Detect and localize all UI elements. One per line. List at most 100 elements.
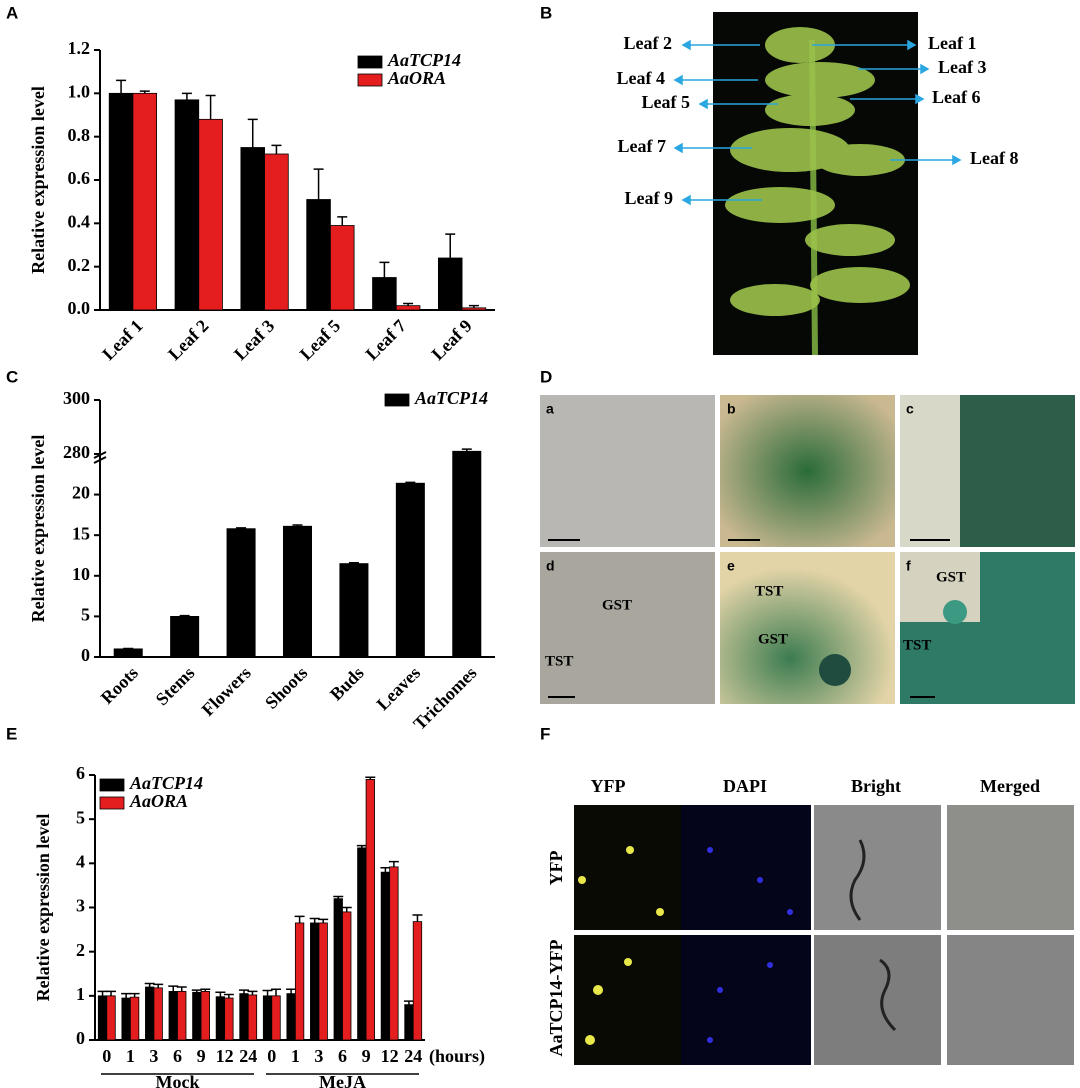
y-tick-label: 6 bbox=[76, 763, 85, 783]
error-bar bbox=[405, 481, 416, 484]
leaf-label: Leaf 6 bbox=[932, 87, 981, 107]
error-bar bbox=[236, 527, 247, 529]
tile-label: c bbox=[906, 401, 914, 417]
bar bbox=[145, 986, 155, 1041]
x-tick-label: Leaves bbox=[372, 663, 424, 715]
bar bbox=[168, 991, 178, 1041]
x-tick-label: 1 bbox=[291, 1046, 300, 1066]
group-label: MeJA bbox=[319, 1072, 366, 1088]
error-bar bbox=[262, 989, 273, 996]
error-bar bbox=[403, 1000, 414, 1005]
legend-label: AaORA bbox=[387, 68, 446, 88]
bar bbox=[294, 922, 305, 1041]
marker-label: TST bbox=[755, 583, 783, 599]
y-tick-label: 300 bbox=[63, 388, 90, 408]
bar bbox=[153, 987, 163, 1041]
column-header: Bright bbox=[851, 776, 901, 796]
error-bar bbox=[313, 168, 324, 200]
x-unit: (hours) bbox=[429, 1046, 485, 1067]
bar bbox=[395, 305, 421, 311]
x-tick-label: 3 bbox=[314, 1046, 323, 1066]
bar bbox=[262, 995, 273, 1041]
error-bar bbox=[179, 614, 190, 617]
error-bar bbox=[412, 914, 423, 922]
bar bbox=[342, 911, 352, 1041]
error-bar bbox=[292, 524, 303, 527]
legend-label: AaTCP14 bbox=[414, 388, 488, 408]
x-tick-label: 0 bbox=[102, 1046, 111, 1066]
y-tick-label: 3 bbox=[76, 896, 85, 916]
panel-label: C bbox=[6, 367, 18, 386]
panel-label: B bbox=[540, 3, 552, 22]
leaf-label: Leaf 1 bbox=[928, 33, 977, 53]
error-bar bbox=[468, 304, 479, 308]
y-axis-title: Relative expression level bbox=[28, 435, 48, 623]
error-bar bbox=[116, 79, 127, 94]
bar bbox=[395, 482, 425, 658]
column-header: Merged bbox=[980, 776, 1040, 796]
microscopy-tiles bbox=[574, 805, 1074, 1065]
legend-swatch bbox=[99, 778, 125, 792]
bar bbox=[200, 991, 210, 1041]
error-bar bbox=[380, 867, 391, 873]
error-bar bbox=[445, 233, 456, 258]
y-tick-label: 4 bbox=[76, 851, 85, 871]
y-tick-label: 10 bbox=[72, 564, 90, 584]
error-bar bbox=[106, 990, 117, 996]
column-header: YFP bbox=[591, 776, 626, 796]
bar bbox=[461, 307, 487, 311]
y-tick-label: 0.6 bbox=[68, 168, 91, 188]
leaf-label: Leaf 5 bbox=[642, 92, 691, 112]
error-bar bbox=[403, 302, 414, 306]
bar bbox=[330, 225, 355, 311]
error-bar bbox=[205, 94, 216, 120]
error-bar bbox=[379, 261, 390, 278]
row-header: YFP bbox=[546, 851, 566, 886]
bar bbox=[372, 277, 397, 311]
error-bar bbox=[144, 982, 155, 987]
error-bar bbox=[247, 990, 258, 995]
tile-label: a bbox=[546, 401, 554, 417]
x-tick-label: Stems bbox=[152, 663, 199, 710]
bar bbox=[132, 92, 158, 311]
legend-label: AaORA bbox=[129, 791, 188, 811]
x-tick-label: Leaf 5 bbox=[296, 316, 344, 364]
y-tick-label: 1.0 bbox=[68, 81, 91, 101]
bar bbox=[108, 92, 134, 311]
x-tick-label: 12 bbox=[381, 1046, 399, 1066]
x-tick-label: 6 bbox=[173, 1046, 182, 1066]
error-bar bbox=[356, 844, 367, 848]
bar bbox=[380, 871, 391, 1041]
leaf-label: Leaf 7 bbox=[618, 136, 667, 156]
error-bar bbox=[181, 92, 192, 100]
bar bbox=[215, 996, 226, 1041]
panel-label: A bbox=[6, 3, 18, 22]
bar bbox=[404, 1004, 414, 1041]
leaf-label: Leaf 3 bbox=[938, 57, 987, 77]
error-bar bbox=[191, 989, 202, 993]
bar bbox=[121, 997, 131, 1041]
y-tick-label: 5 bbox=[76, 807, 85, 827]
legend-swatch bbox=[357, 55, 383, 69]
x-tick-label: Flowers bbox=[198, 663, 255, 720]
leaf-label: Leaf 9 bbox=[625, 188, 674, 208]
error-bar bbox=[318, 918, 329, 923]
error-bar bbox=[286, 988, 297, 994]
marker-label: GST bbox=[936, 569, 966, 585]
bar bbox=[174, 99, 200, 311]
x-tick-label: Leaf 1 bbox=[98, 316, 146, 364]
bar bbox=[192, 991, 202, 1041]
tile-label: e bbox=[727, 558, 735, 574]
bar bbox=[198, 118, 223, 311]
bar bbox=[177, 991, 187, 1041]
error-bar bbox=[341, 906, 352, 912]
staining-tiles bbox=[540, 395, 1075, 704]
y-tick-label: 0 bbox=[81, 645, 90, 665]
bar bbox=[310, 922, 320, 1041]
bar bbox=[452, 450, 482, 658]
bar bbox=[264, 153, 289, 311]
error-bar bbox=[309, 917, 320, 923]
error-bar bbox=[97, 990, 108, 996]
bar bbox=[224, 997, 234, 1041]
